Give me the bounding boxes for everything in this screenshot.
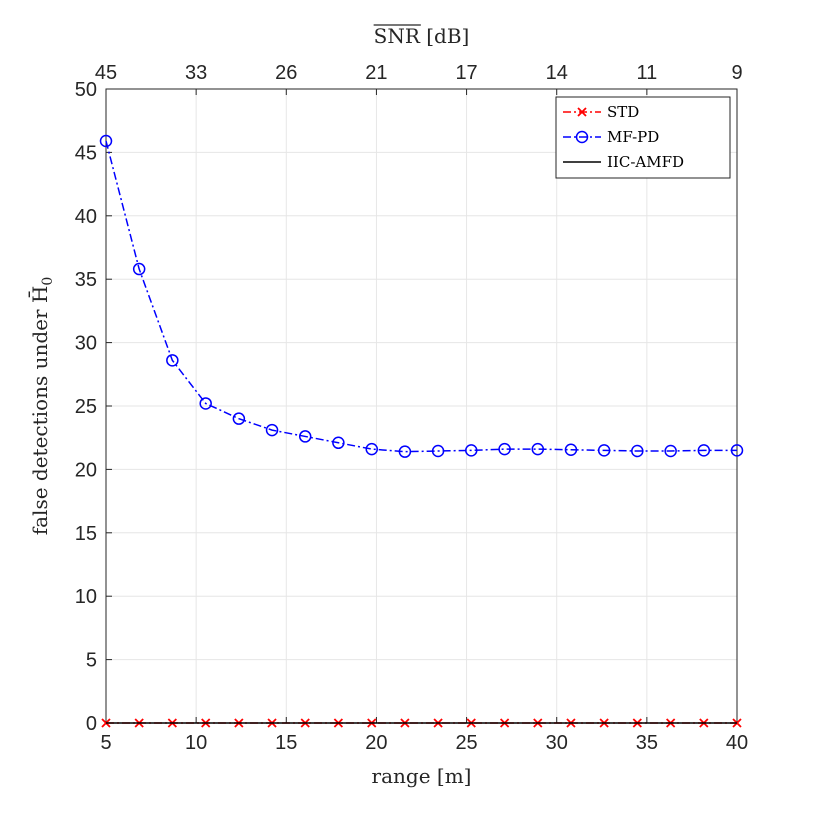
data-point bbox=[199, 397, 212, 410]
y-axis-label-subscript: 0 bbox=[40, 277, 56, 286]
data-point bbox=[431, 444, 445, 458]
x-tick-label: 20 bbox=[365, 732, 387, 754]
y-axis-title: false detections under H̄0 bbox=[27, 277, 56, 536]
x-tick-label: 30 bbox=[546, 732, 568, 754]
top-tick-label: 14 bbox=[546, 62, 568, 84]
y-tick-label: 10 bbox=[75, 586, 97, 608]
legend-label: MF-PD bbox=[607, 128, 659, 146]
y-tick-label: 0 bbox=[86, 713, 97, 735]
y-axis-label: false detections under H̄0 bbox=[27, 277, 56, 536]
data-point bbox=[575, 130, 589, 144]
data-point bbox=[398, 445, 412, 458]
top-axis-title: SNR [dB] bbox=[373, 24, 470, 48]
data-point bbox=[232, 412, 246, 425]
data-point bbox=[631, 444, 644, 458]
legend-item: IIC-AMFD bbox=[563, 153, 684, 171]
top-tick-label: 17 bbox=[455, 62, 477, 84]
x-tick-label: 40 bbox=[726, 732, 748, 754]
data-point bbox=[265, 423, 279, 437]
data-point bbox=[365, 442, 378, 456]
data-point bbox=[564, 443, 578, 456]
series-layer bbox=[99, 134, 744, 728]
snr-label: SNR bbox=[374, 24, 421, 48]
data-point bbox=[664, 444, 677, 458]
top-tick-label: 21 bbox=[365, 62, 387, 84]
data-point bbox=[697, 444, 711, 457]
x-tick-label: 5 bbox=[100, 732, 111, 754]
data-point bbox=[577, 107, 587, 117]
legend-item: STD bbox=[563, 103, 639, 121]
top-tick-label: 26 bbox=[275, 62, 297, 84]
y-tick-label: 35 bbox=[75, 269, 97, 291]
data-point bbox=[730, 444, 744, 457]
top-tick-label: 33 bbox=[185, 62, 207, 84]
data-point bbox=[531, 442, 545, 456]
x-tick-label: 25 bbox=[455, 732, 477, 754]
legend-label: IIC-AMFD bbox=[607, 153, 684, 171]
series-mf-pd bbox=[99, 134, 744, 458]
y-tick-label: 40 bbox=[75, 206, 97, 228]
top-axis-unit: [dB] bbox=[426, 24, 469, 48]
data-point bbox=[166, 354, 179, 367]
x-tick-label: 35 bbox=[636, 732, 658, 754]
x-tick-label: 15 bbox=[275, 732, 297, 754]
x-axis-label: range [m] bbox=[372, 764, 472, 788]
data-point bbox=[332, 436, 345, 450]
y-tick-label: 15 bbox=[75, 523, 97, 545]
legend: STD MF-PD IIC-AMFD bbox=[555, 96, 731, 179]
top-tick-label: 45 bbox=[95, 62, 117, 84]
legend-item: MF-PD bbox=[563, 128, 659, 146]
y-tick-label: 45 bbox=[75, 142, 97, 164]
top-tick-label: 9 bbox=[731, 62, 742, 84]
y-tick-label: 5 bbox=[86, 650, 97, 672]
data-point bbox=[498, 442, 511, 456]
y-tick-label: 25 bbox=[75, 396, 97, 418]
data-point bbox=[99, 134, 113, 148]
data-point bbox=[298, 430, 312, 443]
top-axis-label: SNR [dB] bbox=[374, 24, 470, 48]
data-point bbox=[132, 262, 146, 276]
data-point bbox=[597, 444, 611, 457]
x-tick-label: 10 bbox=[185, 732, 207, 754]
y-axis-label-text: false detections under H̄ bbox=[27, 286, 52, 536]
y-tick-label: 50 bbox=[75, 79, 97, 101]
top-tick-label: 11 bbox=[636, 62, 657, 84]
legend-label: STD bbox=[607, 103, 639, 121]
data-point bbox=[465, 444, 478, 457]
y-tick-label: 30 bbox=[75, 333, 97, 355]
y-tick-label: 20 bbox=[75, 459, 97, 481]
